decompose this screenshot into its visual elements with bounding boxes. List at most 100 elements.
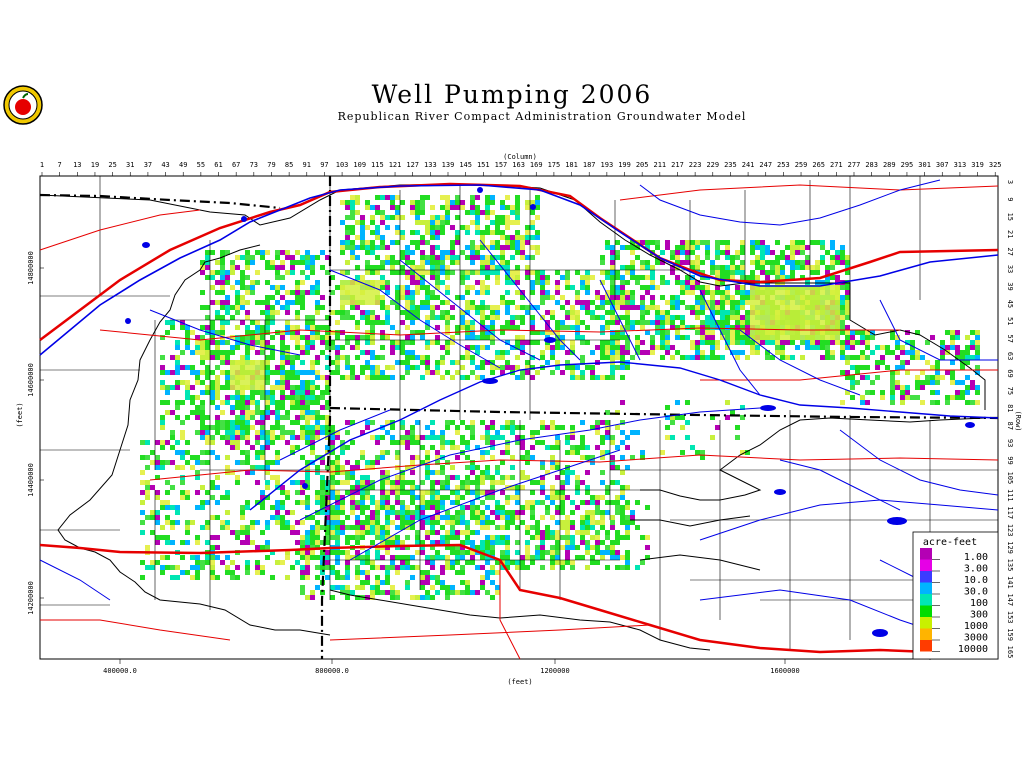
- pumping-cell: [325, 435, 330, 440]
- pumping-cell: [460, 200, 465, 205]
- pumping-cell: [605, 320, 610, 325]
- pumping-cell: [150, 515, 155, 520]
- pumping-cell: [510, 465, 515, 470]
- pumping-cell: [310, 515, 315, 520]
- pumping-cell: [610, 455, 615, 460]
- pumping-cell: [390, 585, 395, 590]
- pumping-cell: [625, 295, 630, 300]
- pumping-cell: [280, 395, 285, 400]
- pumping-cell: [265, 355, 270, 360]
- pumping-cell: [505, 240, 510, 245]
- pumping-cell: [430, 430, 435, 435]
- pumping-cell: [260, 410, 265, 415]
- pumping-cell: [390, 340, 395, 345]
- pumping-cell: [225, 340, 230, 345]
- pumping-cell: [365, 480, 370, 485]
- pumping-cell: [940, 340, 945, 345]
- pumping-cell: [870, 330, 875, 335]
- pumping-cell: [260, 415, 265, 420]
- pumping-cell: [375, 375, 380, 380]
- pumping-cell: [470, 545, 475, 550]
- pumping-cell: [375, 265, 380, 270]
- pumping-cell: [225, 250, 230, 255]
- pumping-cell: [405, 465, 410, 470]
- pumping-cell: [470, 320, 475, 325]
- pumping-cell: [790, 250, 795, 255]
- pumping-cell: [430, 260, 435, 265]
- pumping-cell: [975, 340, 980, 345]
- pumping-cell: [470, 245, 475, 250]
- pumping-cell: [415, 240, 420, 245]
- pumping-cell: [645, 290, 650, 295]
- pumping-cell: [785, 245, 790, 250]
- pumping-cell: [410, 270, 415, 275]
- pumping-cell: [545, 275, 550, 280]
- pumping-cell: [300, 290, 305, 295]
- pumping-cell: [225, 490, 230, 495]
- pumping-cell: [465, 300, 470, 305]
- pumping-cell: [385, 575, 390, 580]
- pumping-cell: [280, 360, 285, 365]
- pumping-cell: [600, 540, 605, 545]
- pumping-cell: [260, 430, 265, 435]
- pumping-cell: [625, 270, 630, 275]
- pumping-cell: [350, 245, 355, 250]
- pumping-cell: [480, 470, 485, 475]
- pumping-cell: [315, 400, 320, 405]
- pumping-cell: [470, 540, 475, 545]
- pumping-cell: [920, 380, 925, 385]
- row-tick-label: 69: [1006, 369, 1014, 377]
- pumping-cell: [375, 590, 380, 595]
- pumping-cell: [880, 395, 885, 400]
- pumping-cell: [345, 230, 350, 235]
- pumping-cell: [445, 205, 450, 210]
- pumping-cell: [420, 570, 425, 575]
- pumping-cell: [505, 215, 510, 220]
- pumping-cell: [505, 245, 510, 250]
- pumping-cell: [625, 515, 630, 520]
- pumping-cell: [515, 490, 520, 495]
- pumping-cell: [600, 555, 605, 560]
- pumping-cell: [670, 300, 675, 305]
- pumping-cell: [495, 315, 500, 320]
- pumping-cell: [745, 275, 750, 280]
- pumping-cell: [395, 210, 400, 215]
- pumping-cell: [500, 555, 505, 560]
- pumping-cell: [850, 335, 855, 340]
- pumping-cell: [715, 265, 720, 270]
- pumping-cell: [415, 270, 420, 275]
- pumping-cell: [300, 535, 305, 540]
- pumping-cell: [300, 305, 305, 310]
- pumping-cell: [620, 375, 625, 380]
- pumping-cell: [635, 340, 640, 345]
- pumping-cell: [895, 365, 900, 370]
- pumping-cell: [730, 275, 735, 280]
- pumping-cell: [435, 495, 440, 500]
- pumping-cell: [665, 435, 670, 440]
- pumping-cell: [805, 265, 810, 270]
- pumping-cell: [510, 560, 515, 565]
- pumping-cell: [485, 210, 490, 215]
- pumping-cell: [400, 500, 405, 505]
- pumping-cell: [965, 385, 970, 390]
- pumping-cell: [425, 305, 430, 310]
- pumping-cell: [555, 550, 560, 555]
- pumping-cell: [675, 275, 680, 280]
- pumping-cell: [235, 460, 240, 465]
- pumping-cell: [495, 225, 500, 230]
- pumping-cell: [570, 305, 575, 310]
- pumping-cell: [340, 270, 345, 275]
- pumping-cell: [165, 480, 170, 485]
- pumping-cell: [210, 330, 215, 335]
- pumping-cell: [150, 565, 155, 570]
- pumping-cell: [510, 270, 515, 275]
- pumping-cell: [370, 565, 375, 570]
- pumping-cell: [255, 300, 260, 305]
- pumping-cell: [265, 370, 270, 375]
- pumping-cell: [705, 290, 710, 295]
- pumping-cell: [740, 305, 745, 310]
- pumping-cell: [615, 445, 620, 450]
- pumping-cell: [410, 320, 415, 325]
- pumping-cell: [355, 500, 360, 505]
- pumping-cell: [185, 460, 190, 465]
